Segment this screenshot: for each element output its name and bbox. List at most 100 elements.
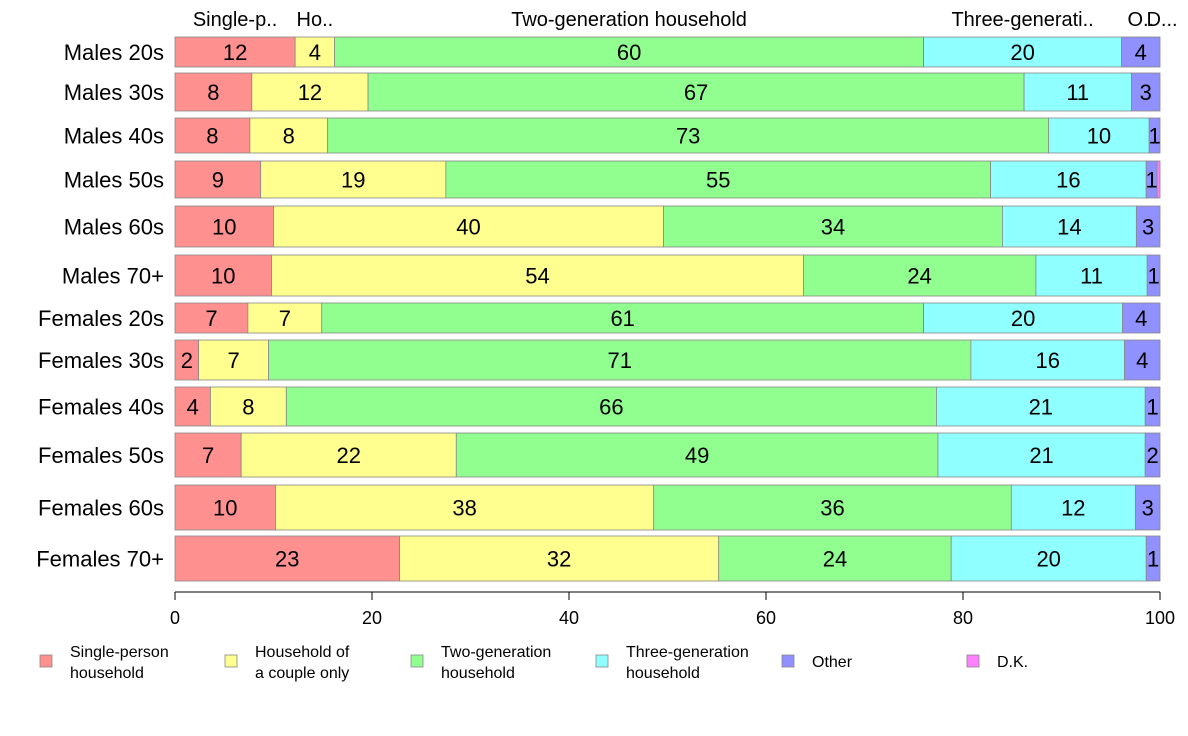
data-label: 67 [684, 80, 708, 105]
bar-row-females-20s: Females 20s 7 7 61 20 4 [38, 302, 1161, 334]
legend-item-d-k: D.K. [966, 654, 1028, 671]
data-label: 21 [1029, 395, 1053, 420]
legend-swatch [781, 654, 795, 668]
bar-segment-three-generation-household [1048, 117, 1150, 154]
x-tick-label: 80 [953, 608, 973, 628]
bar-segment-two-generation-household [803, 254, 1037, 297]
bar-segment-two-generation-household [268, 339, 972, 381]
legend-swatch [595, 654, 609, 668]
bar-row-males-70: Males 70+ 10 54 24 11 1 [62, 254, 1161, 297]
legend-item-single-person-household: Single-person household [39, 644, 169, 682]
bar-segment-two-generation-household [367, 72, 1025, 112]
legend-label: D.K. [997, 654, 1028, 671]
top-label-other: O.. [1127, 9, 1154, 31]
data-label: 7 [205, 306, 217, 331]
row-label: Males 40s [64, 124, 164, 149]
bar-segment-other [1135, 205, 1161, 248]
bar-segment-three-generation-household [1002, 205, 1137, 248]
data-label: 7 [227, 348, 239, 373]
bar-segment-three-generation-household [1023, 72, 1132, 112]
data-label: 8 [242, 395, 254, 420]
legend-swatch [39, 654, 53, 668]
bar-segment-household-of-a-couple-only [271, 254, 804, 297]
bar-segment-single-person-household [174, 254, 272, 297]
data-label: 16 [1035, 348, 1059, 373]
bar-segment-single-person-household [174, 432, 242, 478]
bar-segment-three-generation-household [1010, 484, 1136, 531]
bar-segment-single-person-household [174, 484, 276, 531]
data-label: 55 [706, 168, 730, 193]
data-label: 3 [1142, 496, 1154, 521]
data-label: 4 [1136, 348, 1148, 373]
bar-row-females-50s: Females 50s 7 22 49 21 2 [38, 432, 1161, 478]
bar-segment-other [1134, 484, 1161, 531]
row-label: Males 30s [64, 80, 164, 105]
x-tick-label: 0 [170, 608, 180, 628]
bar-segment-other [1124, 339, 1161, 381]
data-label: 16 [1056, 168, 1080, 193]
x-tick-label: 40 [559, 608, 579, 628]
top-label-d-k: D... [1146, 9, 1177, 31]
legend-label: Other [812, 654, 853, 671]
x-tick-label: 100 [1145, 608, 1175, 628]
bar-segment-other [1144, 432, 1161, 478]
data-label: 4 [187, 395, 199, 420]
data-label: 10 [212, 215, 236, 240]
bar-segment-household-of-a-couple-only [273, 205, 664, 248]
data-label: 4 [1135, 40, 1147, 65]
row-label: Males 70+ [62, 264, 164, 289]
legend-label: Two-generation [441, 644, 551, 661]
bar-segment-two-generation-household [327, 117, 1050, 154]
bar-segment-two-generation-household [445, 160, 991, 199]
data-label: 7 [279, 306, 291, 331]
bar-row-females-70: Females 70+ 23 32 24 20 1 [36, 535, 1161, 582]
legend-label: a couple only [255, 665, 349, 682]
data-label: 1 [1146, 168, 1158, 193]
data-label: 32 [547, 547, 571, 572]
bar-segment-other [1148, 117, 1161, 154]
legend-label: Three-generation [626, 644, 749, 661]
bar-row-males-30s: Males 30s 8 12 67 11 3 [64, 72, 1161, 112]
bar-segment-three-generation-household [950, 535, 1147, 582]
legend-label: household [70, 665, 144, 682]
legend-label: Household of [255, 644, 350, 661]
data-label: 8 [283, 124, 295, 149]
top-label-two-generation-household: Two-generation household [511, 9, 747, 31]
bar-segment-two-generation-household [663, 205, 1003, 248]
bar-segment-two-generation-household [653, 484, 1012, 531]
data-label: 8 [207, 80, 219, 105]
data-label: 19 [341, 168, 365, 193]
bar-segment-other [1131, 72, 1161, 112]
legend-swatch [410, 654, 424, 668]
data-label: 3 [1142, 215, 1154, 240]
data-label: 1 [1147, 264, 1159, 289]
bar-segment-three-generation-household [1035, 254, 1148, 297]
bar-segment-single-person-household [174, 535, 400, 582]
bar-segment-three-generation-household [970, 339, 1125, 381]
data-label: 1 [1148, 124, 1160, 149]
data-label: 22 [336, 443, 360, 468]
bar-row-females-40s: Females 40s 4 8 66 21 1 [38, 386, 1161, 427]
data-label: 1 [1146, 395, 1158, 420]
data-label: 2 [1146, 443, 1158, 468]
bar-segment-household-of-a-couple-only [260, 160, 447, 199]
data-label: 21 [1029, 443, 1053, 468]
bar-row-males-40s: Males 40s 8 8 73 10 1 [64, 117, 1161, 154]
legend-swatch [224, 654, 238, 668]
legend-item-household-of-a-couple-only: Household of a couple only [224, 644, 350, 682]
data-label: 38 [452, 496, 476, 521]
bar-segment-household-of-a-couple-only [294, 36, 335, 68]
data-label: 34 [821, 215, 845, 240]
data-label: 73 [676, 124, 700, 149]
bar-segment-household-of-a-couple-only [210, 386, 287, 427]
data-label: 54 [525, 264, 549, 289]
row-label: Males 50s [64, 168, 164, 193]
x-tick-label: 20 [362, 608, 382, 628]
bar-segment-two-generation-household [455, 432, 939, 478]
row-label: Females 50s [38, 443, 164, 468]
data-label: 1 [1147, 547, 1159, 572]
data-label: 66 [599, 395, 623, 420]
bar-segment-three-generation-household [990, 160, 1147, 199]
data-label: 71 [607, 348, 631, 373]
data-label: 20 [1010, 40, 1034, 65]
